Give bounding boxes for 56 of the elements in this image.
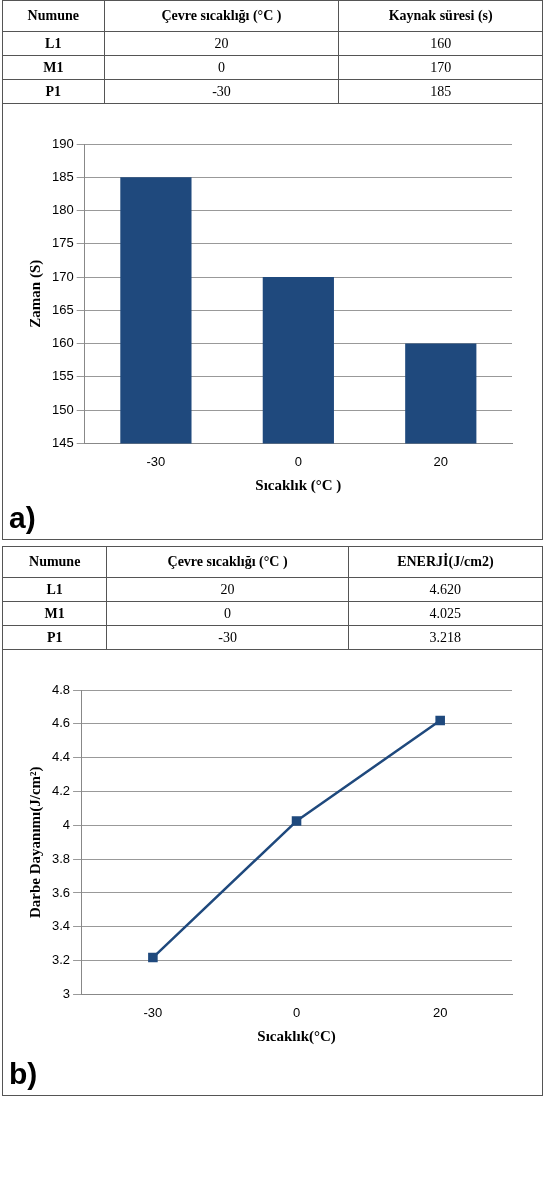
text: Numune	[2, 0, 105, 32]
y-axis-title: Darbe Dayanımı(J/cm²)	[26, 766, 44, 918]
text: 4.025	[348, 601, 543, 626]
y-tick-label: 3	[62, 985, 71, 1001]
text: a)	[9, 501, 36, 535]
y-tick-label: 150	[51, 401, 74, 417]
y-tick-label: 190	[51, 135, 74, 151]
y-tick-label: 180	[51, 202, 74, 218]
text: 0	[104, 55, 339, 80]
text: P1	[2, 625, 107, 650]
text: 4.620	[348, 577, 543, 602]
text: L1	[2, 31, 105, 56]
x-tick-label: -30	[146, 453, 166, 469]
text: Numune	[2, 546, 107, 578]
y-tick-label: 3.4	[51, 918, 71, 934]
y-tick-label: 145	[51, 434, 74, 450]
text: ENERJİ(J/cm2)	[348, 546, 543, 578]
text: 170	[338, 55, 543, 80]
text: M1	[2, 601, 107, 626]
y-tick-label: 3.6	[51, 884, 71, 900]
x-tick-label: -30	[143, 1004, 163, 1020]
y-tick-label: 170	[51, 268, 74, 284]
y-tick-label: 155	[51, 368, 74, 384]
y-tick-label: 4.2	[51, 783, 71, 799]
text: 185	[338, 79, 543, 104]
text: 3.218	[348, 625, 543, 650]
x-tick-label: 0	[294, 453, 302, 469]
y-tick-label: 3.2	[51, 952, 71, 968]
text: -30	[106, 625, 349, 650]
x-tick-label: 20	[432, 1004, 448, 1020]
text: Kaynak süresi (s)	[338, 0, 543, 32]
y-tick-label: 185	[51, 168, 74, 184]
text: b)	[9, 1057, 38, 1091]
x-axis-title: Sıcaklık(°C)	[257, 1027, 336, 1045]
text: 20	[106, 577, 349, 602]
text: Çevre sıcaklığı (°C )	[104, 0, 339, 32]
x-tick-label: 0	[292, 1004, 301, 1020]
y-tick-label: 4.6	[51, 715, 71, 731]
y-tick-label: 4.8	[51, 681, 71, 697]
y-tick-label: 160	[51, 335, 74, 351]
text: P1	[2, 79, 105, 104]
text: L1	[2, 577, 107, 602]
text: Çevre sıcaklığı (°C )	[106, 546, 349, 578]
text: -30	[104, 79, 339, 104]
y-tick-label: 3.8	[51, 850, 71, 866]
x-tick-label: 20	[433, 453, 449, 469]
y-tick-label: 165	[51, 301, 74, 317]
text: 160	[338, 31, 543, 56]
y-tick-label: 4	[62, 816, 71, 832]
y-tick-label: 175	[51, 235, 74, 251]
y-axis-title: Zaman (S)	[26, 259, 44, 328]
text: 20	[104, 31, 339, 56]
text: 0	[106, 601, 349, 626]
x-axis-title: Sıcaklık (°C )	[255, 476, 342, 494]
y-tick-label: 4.4	[51, 749, 71, 765]
text: M1	[2, 55, 105, 80]
